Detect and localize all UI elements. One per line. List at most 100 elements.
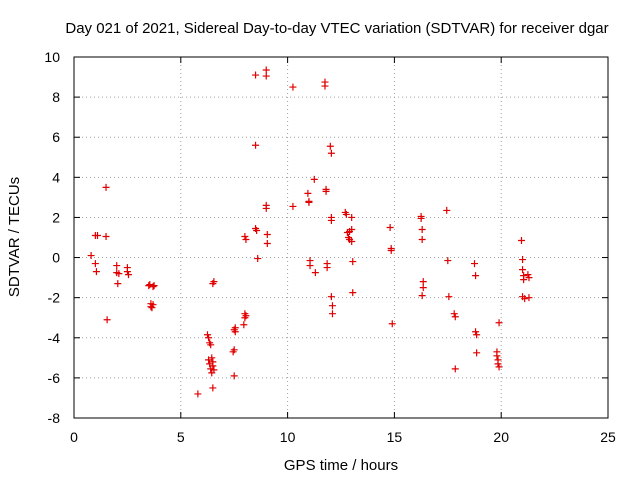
y-tick-label: 8 <box>52 89 60 105</box>
data-point <box>322 187 330 195</box>
data-point <box>123 268 131 276</box>
data-point <box>230 372 238 380</box>
data-point <box>194 390 202 398</box>
data-point <box>517 237 525 245</box>
plot-frame <box>73 56 609 419</box>
axis-ticks <box>73 56 609 419</box>
data-point <box>311 269 319 277</box>
chart-title: Day 021 of 2021, Sidereal Day-to-day VTE… <box>65 20 608 37</box>
data-point <box>114 280 122 288</box>
data-point <box>254 255 262 263</box>
data-point <box>231 328 239 336</box>
data-point <box>493 352 501 360</box>
data-point <box>204 331 211 339</box>
data-point <box>520 276 528 284</box>
data-point <box>103 316 111 324</box>
data-point <box>87 252 95 260</box>
data-point <box>91 260 99 268</box>
data-point <box>472 328 480 336</box>
x-tick-label: 25 <box>600 429 616 445</box>
data-point <box>387 247 395 255</box>
data-point <box>473 331 481 339</box>
data-point <box>207 365 215 373</box>
data-point <box>208 369 216 377</box>
data-point <box>289 83 297 91</box>
y-tick-label: 2 <box>52 209 60 225</box>
data-point <box>241 232 249 240</box>
data-point <box>417 212 425 220</box>
data-point <box>494 360 502 368</box>
data-point <box>451 365 459 373</box>
data-point <box>418 236 426 244</box>
y-tick-label: -8 <box>48 410 61 426</box>
data-point <box>262 72 270 80</box>
data-point <box>444 257 452 265</box>
data-point <box>262 66 270 74</box>
data-point <box>326 142 334 150</box>
data-point <box>418 292 426 300</box>
data-point <box>328 310 336 318</box>
data-point <box>149 283 157 291</box>
y-tick-label: 10 <box>44 49 60 65</box>
data-point <box>450 310 458 318</box>
x-tick-label: 20 <box>493 429 509 445</box>
y-tick-label: 4 <box>52 169 60 185</box>
x-tick-label: 15 <box>387 429 403 445</box>
data-point <box>150 282 158 290</box>
data-point <box>113 262 121 270</box>
data-point <box>149 301 157 309</box>
data-point <box>386 223 394 231</box>
data-point <box>262 204 270 212</box>
data-point <box>327 216 335 224</box>
data-point <box>209 384 217 392</box>
data-point <box>519 266 527 274</box>
data-point <box>525 274 533 282</box>
data-point <box>519 256 527 264</box>
x-tick-labels: 0 5 10 15 20 25 <box>70 429 616 445</box>
data-point <box>418 225 426 233</box>
x-tick-label: 5 <box>177 429 185 445</box>
data-point <box>205 334 213 342</box>
data-point <box>253 226 261 234</box>
x-tick-label: 10 <box>280 429 296 445</box>
data-point <box>348 238 356 246</box>
data-point <box>524 271 532 279</box>
data-point <box>327 293 335 301</box>
data-point <box>443 206 451 214</box>
data-point <box>102 183 110 191</box>
data-point <box>419 284 427 292</box>
data-point <box>92 268 100 276</box>
data-point <box>388 320 396 328</box>
data-point <box>323 264 331 272</box>
y-tick-label: -6 <box>48 370 61 386</box>
data-point <box>525 294 533 302</box>
y-axis-label: SDTVAR / TECUs <box>6 177 23 297</box>
data-point <box>206 360 214 368</box>
data-point <box>205 356 213 364</box>
y-tick-label: -2 <box>48 290 61 306</box>
data-point <box>242 236 250 244</box>
data-point <box>445 293 453 301</box>
data-point <box>306 262 314 270</box>
grid-lines <box>74 57 608 418</box>
data-point <box>124 271 132 279</box>
data-point <box>230 346 238 354</box>
data-point <box>471 260 478 268</box>
data-point <box>473 349 481 357</box>
data-point <box>495 319 503 327</box>
y-tick-label: -4 <box>48 330 61 346</box>
data-point <box>519 293 527 301</box>
data-point <box>115 270 123 278</box>
data-point <box>148 304 156 312</box>
data-point <box>327 149 335 157</box>
data-point <box>321 82 329 90</box>
data-point <box>310 175 318 183</box>
data-point <box>93 231 101 239</box>
x-axis-label: GPS time / hours <box>284 457 398 474</box>
data-point <box>242 312 250 320</box>
data-point <box>342 210 350 218</box>
data-point <box>252 141 260 149</box>
data-point <box>289 202 297 210</box>
data-point <box>210 278 218 286</box>
